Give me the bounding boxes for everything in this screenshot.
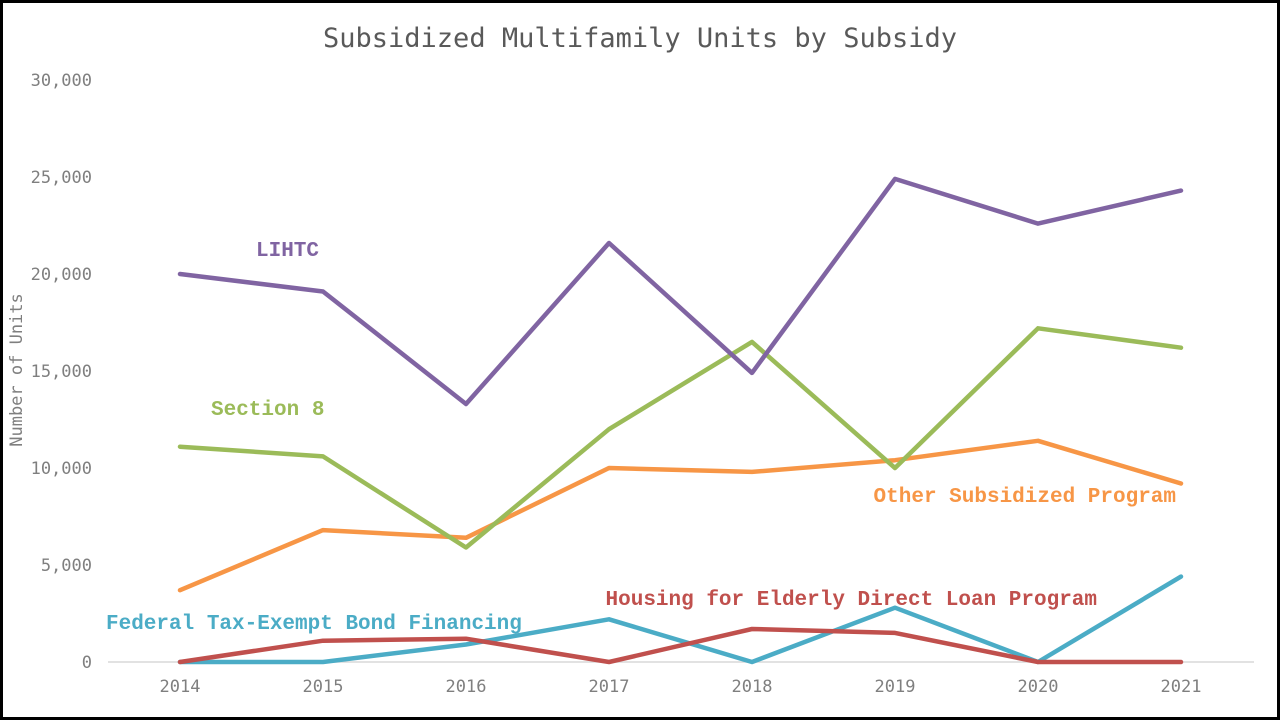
series-label-lihtc: LIHTC: [256, 240, 319, 263]
y-axis-label: Number of Units: [7, 293, 27, 447]
series-line-section-8: [177, 326, 1184, 550]
x-tick-label: 2019: [875, 677, 916, 697]
series-label-section-8: Section 8: [211, 399, 324, 422]
series-label-other-subsidized-program: Other Subsidized Program: [874, 486, 1176, 509]
y-tick-label: 5,000: [41, 556, 92, 576]
y-tick-label: 20,000: [31, 265, 92, 285]
series-labels: LIHTC Section 8 Other Subsidized Program Ho…: [106, 240, 1176, 636]
chart-title: Subsidized Multifamily Units by Subsidy: [323, 23, 957, 54]
series-line-lihtc: [177, 176, 1184, 407]
y-tick-label: 30,000: [31, 71, 92, 91]
y-tick-labels: 0 5,000 10,000 15,000 20,000 25,000 30,000: [31, 71, 92, 673]
series-label-federal-tax-exempt-bond-financing: Federal Tax-Exempt Bond Financing: [106, 613, 522, 636]
y-tick-label: 25,000: [31, 168, 92, 188]
series-lines: [177, 176, 1184, 665]
x-tick-label: 2021: [1161, 677, 1202, 697]
y-tick-label: 15,000: [31, 362, 92, 382]
x-tick-label: 2015: [303, 677, 344, 697]
y-tick-label: 10,000: [31, 459, 92, 479]
x-tick-label: 2017: [589, 677, 630, 697]
series-label-housing-for-elderly-direct-loan-program: Housing for Elderly Direct Loan Program: [606, 589, 1097, 612]
series-line-housing-for-elderly-direct-loan-program: [177, 626, 1184, 665]
series-line-other-subsidized-program: [177, 438, 1184, 593]
x-tick-label: 2020: [1018, 677, 1059, 697]
x-tick-label: 2014: [160, 677, 201, 697]
x-tick-label: 2018: [732, 677, 773, 697]
x-tick-label: 2016: [446, 677, 487, 697]
x-tick-labels: 2014 2015 2016 2017 2018 2019 2020 2021: [160, 677, 1202, 697]
y-tick-label: 0: [82, 653, 92, 673]
series-line-federal-tax-exempt-bond-financing: [177, 574, 1184, 665]
